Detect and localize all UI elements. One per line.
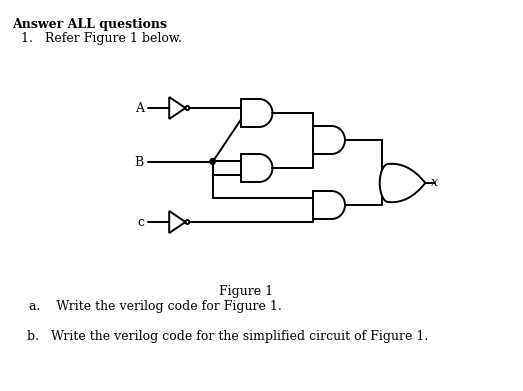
Text: A: A (135, 102, 144, 115)
Text: Figure 1: Figure 1 (219, 285, 274, 298)
Text: c: c (137, 215, 144, 228)
Circle shape (210, 158, 215, 163)
Text: a.    Write the verilog code for Figure 1.: a. Write the verilog code for Figure 1. (29, 300, 282, 313)
Text: 1.   Refer Figure 1 below.: 1. Refer Figure 1 below. (21, 32, 182, 45)
Text: B: B (135, 156, 144, 169)
Circle shape (186, 106, 189, 110)
Text: x: x (431, 176, 438, 190)
Text: b.   Write the verilog code for the simplified circuit of Figure 1.: b. Write the verilog code for the simpli… (27, 330, 428, 343)
Text: Answer ALL questions: Answer ALL questions (12, 18, 167, 31)
Circle shape (210, 160, 215, 165)
Circle shape (186, 220, 189, 224)
